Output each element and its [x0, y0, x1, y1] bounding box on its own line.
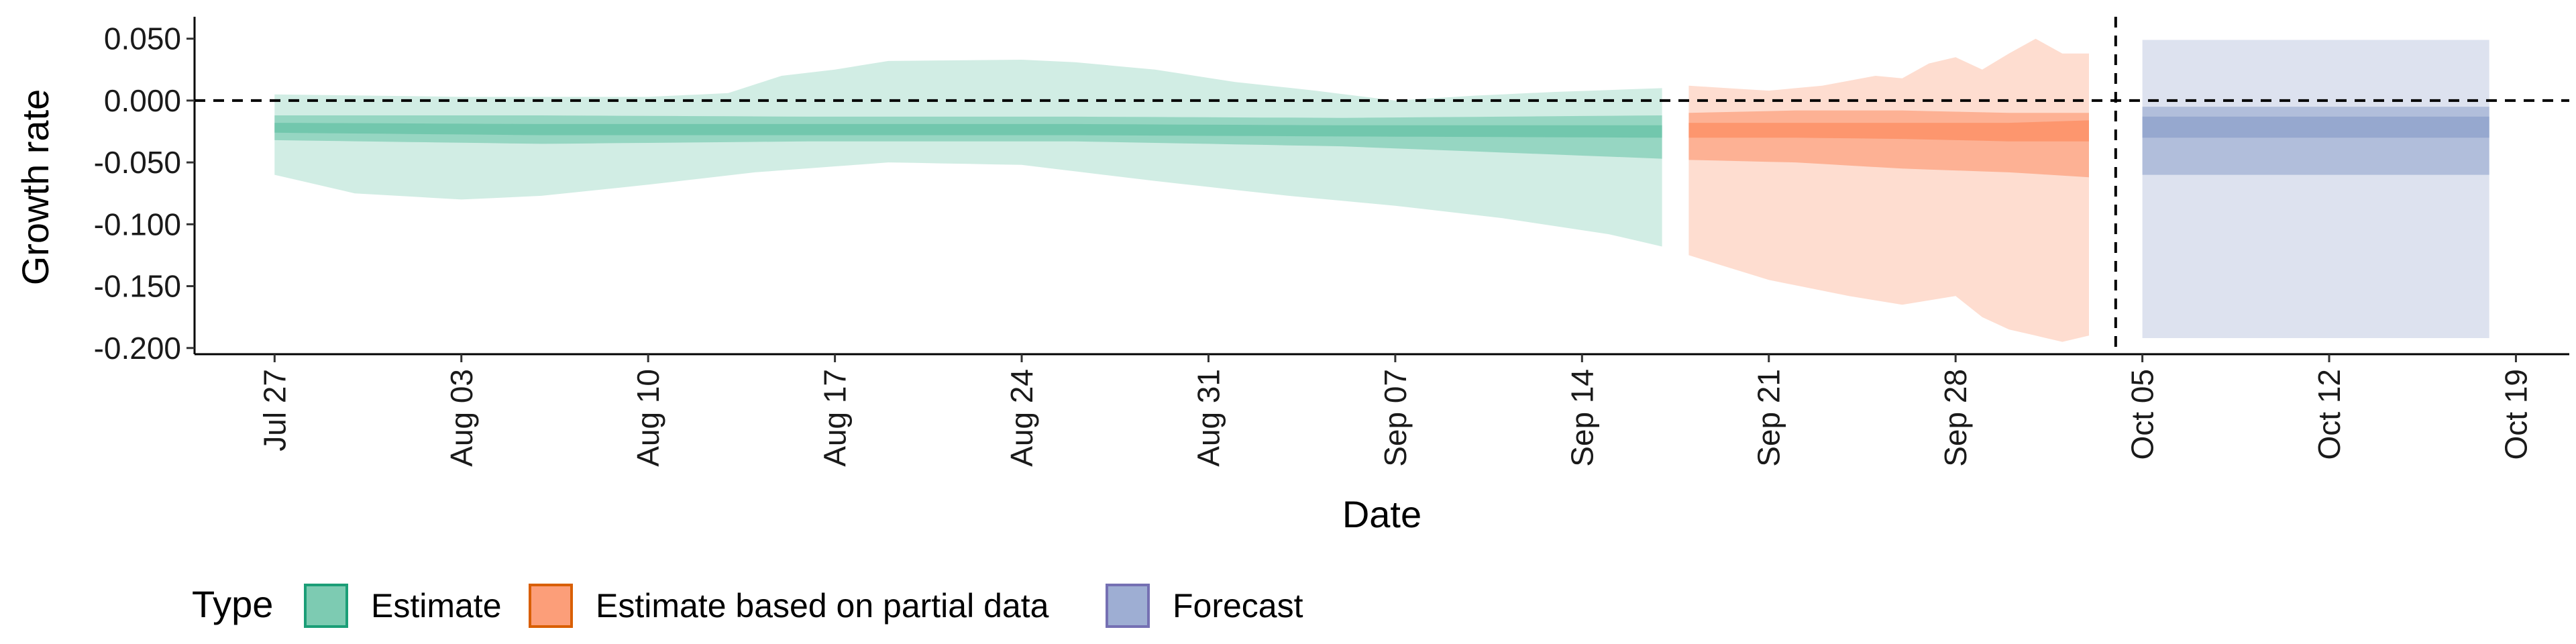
legend-label-estimate-based-on-partial-data: Estimate based on partial data — [596, 587, 1049, 625]
x-tick-label: Oct 05 — [2125, 369, 2160, 460]
legend-title: Type — [192, 583, 273, 625]
y-axis-title: Growth rate — [14, 89, 56, 286]
reference-lines — [195, 17, 2569, 354]
axes: 0.050 0.000 -0.050 -0.100 -0.150 -0.200 Jul 27… — [94, 17, 2569, 467]
x-axis-title: Date — [1342, 493, 1421, 535]
legend-label-forecast: Forecast — [1173, 587, 1303, 625]
band-inner-forecast — [2142, 116, 2489, 138]
x-tick-label: Aug 10 — [631, 369, 665, 467]
series-bands — [274, 38, 2489, 342]
y-tick-label: 0.000 — [104, 83, 181, 118]
band-outer-forecast — [2142, 40, 2489, 338]
legend-label-estimate: Estimate — [371, 587, 502, 625]
x-tick-label: Sep 14 — [1564, 369, 1599, 467]
x-tick-label: Aug 03 — [444, 369, 479, 467]
x-tick-label: Aug 31 — [1191, 369, 1226, 467]
band-outer-estimate-based-on-partial-data — [1688, 38, 2089, 342]
x-tick-label: Sep 21 — [1752, 369, 1786, 467]
x-tick-label: Jul 27 — [257, 369, 292, 451]
x-tick-label: Aug 24 — [1004, 369, 1039, 467]
legend-key-forecast — [1106, 584, 1150, 628]
band-inner-estimate-based-on-partial-data — [1688, 120, 2089, 142]
x-tick-label: Oct 12 — [2312, 369, 2347, 460]
legend-key-estimate — [304, 584, 348, 628]
band-inner-estimate — [274, 123, 1662, 138]
y-tick-label: -0.050 — [94, 145, 181, 180]
y-tick-label: -0.200 — [94, 331, 181, 366]
y-tick-label: 0.050 — [104, 21, 181, 56]
band-outer-estimate — [274, 60, 1662, 247]
y-tick-label: -0.150 — [94, 269, 181, 304]
legend-key-estimate-based-on-partial-data — [529, 584, 573, 628]
y-tick-label: -0.100 — [94, 207, 181, 241]
legend: Type Estimate Estimate based on partial da… — [192, 583, 1303, 628]
x-tick-label: Oct 19 — [2498, 369, 2533, 460]
x-tick-label: Sep 07 — [1378, 369, 1413, 467]
x-tick-label: Aug 17 — [818, 369, 853, 467]
x-tick-label: Sep 28 — [1938, 369, 1973, 467]
